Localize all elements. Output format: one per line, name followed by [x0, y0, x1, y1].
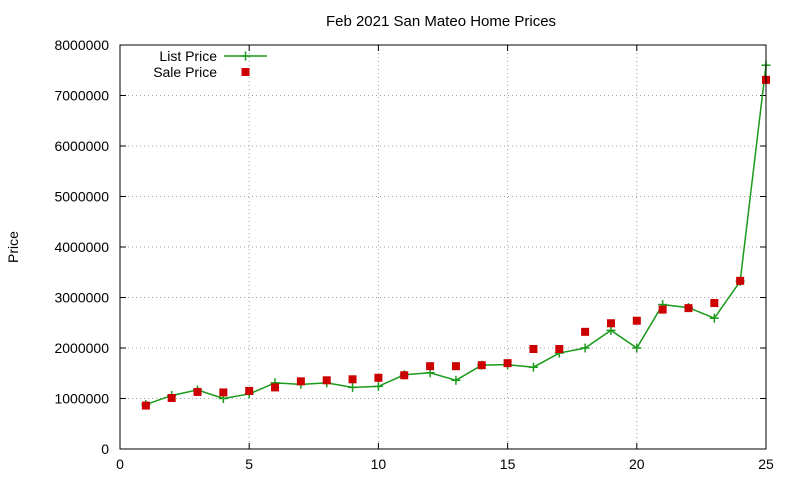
- list-price-point: [632, 343, 642, 353]
- y-tick-label: 1000000: [54, 391, 109, 407]
- sale-price-point: [503, 359, 512, 368]
- list-price-point: [606, 325, 616, 335]
- sale-price-point: [684, 304, 693, 313]
- plot-border: [119, 44, 767, 450]
- sale-price-series: [141, 75, 770, 410]
- y-tick-label: 2000000: [54, 340, 109, 356]
- y-tick-label: 7000000: [54, 88, 109, 104]
- y-tick-label: 8000000: [54, 37, 109, 53]
- sale-price-point: [219, 388, 228, 397]
- list-price-point: [451, 375, 461, 385]
- sale-price-point: [141, 401, 150, 410]
- sale-price-point: [296, 377, 305, 386]
- sale-price-point: [348, 375, 357, 384]
- axis-ticks: 0 5 10 15 20 25 0 1000000 2000000 3000000 4000000 5…: [54, 37, 774, 472]
- sale-price-point: [374, 373, 383, 382]
- list-price-line: [145, 65, 767, 406]
- sale-price-point: [426, 362, 435, 371]
- x-tick-label: 5: [245, 456, 253, 472]
- chart-title: Feb 2021 San Mateo Home Prices: [326, 13, 556, 30]
- x-tick-label: 0: [116, 456, 124, 472]
- sale-price-point: [710, 299, 719, 308]
- x-tick-label: 10: [371, 456, 387, 472]
- y-tick-label: 0: [101, 441, 109, 457]
- legend-label: Sale Price: [153, 64, 217, 80]
- sale-price-point: [241, 68, 250, 76]
- sale-price-point: [322, 376, 331, 385]
- sale-price-point: [193, 387, 202, 396]
- y-tick-label: 3000000: [54, 290, 109, 306]
- y-axis-label: Price: [5, 231, 21, 263]
- sale-price-point: [167, 393, 176, 402]
- sale-price-point: [451, 362, 460, 371]
- y-tick-label: 5000000: [54, 189, 109, 205]
- sale-price-point: [581, 327, 590, 336]
- list-price-point: [709, 313, 719, 323]
- list-price-point: [373, 381, 383, 391]
- sale-price-point: [658, 305, 667, 314]
- sale-price-point: [400, 371, 409, 380]
- sale-price-point: [606, 319, 615, 328]
- sale-price-point: [245, 386, 254, 395]
- y-tick-label: 6000000: [54, 138, 109, 154]
- sale-price-point: [529, 345, 538, 354]
- sale-price-point: [736, 276, 745, 285]
- legend-label: List Price: [159, 48, 217, 64]
- sale-price-point: [271, 383, 280, 392]
- y-tick-label: 4000000: [54, 239, 109, 255]
- list-price-point: [241, 51, 250, 61]
- x-tick-label: 20: [629, 456, 645, 472]
- data-series: [141, 60, 771, 410]
- x-tick-label: 15: [500, 456, 516, 472]
- list-price-series: [141, 60, 771, 410]
- list-price-point: [348, 382, 358, 392]
- sale-price-point: [632, 316, 641, 325]
- list-price-point: [528, 362, 538, 372]
- list-price-point: [580, 343, 590, 353]
- sale-price-point: [555, 345, 564, 354]
- sale-price-point: [477, 361, 486, 370]
- grid-lines: [120, 45, 766, 449]
- x-tick-label: 25: [758, 456, 774, 472]
